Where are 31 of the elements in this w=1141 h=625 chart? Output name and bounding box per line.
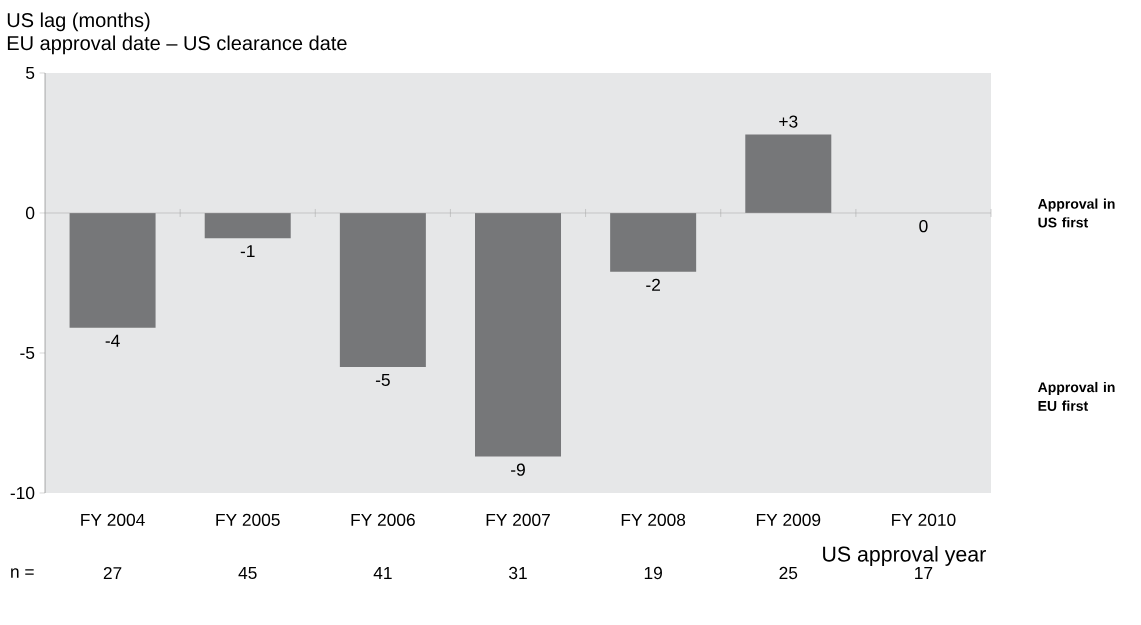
- x-tick-label: FY 2006: [351, 513, 415, 526]
- text: 19: [644, 566, 662, 580]
- chart-subtitle: EU approval date – US clearance date: [7, 35, 347, 55]
- x-tick-label: FY 2007: [486, 513, 550, 526]
- x-tick-label: FY 2009: [756, 513, 821, 526]
- data-label: -5: [375, 373, 390, 387]
- data-label: -9: [511, 463, 525, 476]
- text: 31: [509, 566, 527, 580]
- data-label: +3: [779, 115, 798, 128]
- text: 17: [915, 567, 933, 579]
- x-tick-label: FY 2004: [81, 513, 145, 526]
- text: 45: [238, 566, 257, 580]
- text: Approval in EU first: [1037, 381, 1115, 411]
- y-tick-label: 0: [25, 206, 35, 220]
- text: n =: [11, 568, 34, 578]
- data-label: -4: [105, 334, 120, 347]
- text: 41: [373, 567, 392, 579]
- x-axis-title: US approval year: [823, 546, 986, 566]
- data-label: -1: [240, 245, 255, 258]
- x-tick-label: FY 2005: [216, 513, 280, 526]
- data-label: 0: [919, 219, 928, 233]
- y-tick-label: 5: [26, 66, 35, 80]
- text: Approval in US first: [1037, 198, 1115, 228]
- chart-title: US lag (months): [7, 12, 150, 32]
- y-tick-label: -10: [10, 486, 35, 500]
- text: 25: [779, 566, 798, 580]
- x-tick-label: FY 2010: [892, 513, 956, 526]
- x-tick-label: FY 2008: [621, 513, 686, 526]
- data-label: -2: [646, 278, 660, 291]
- text: 27: [103, 566, 122, 580]
- y-tick-label: -5: [20, 346, 35, 360]
